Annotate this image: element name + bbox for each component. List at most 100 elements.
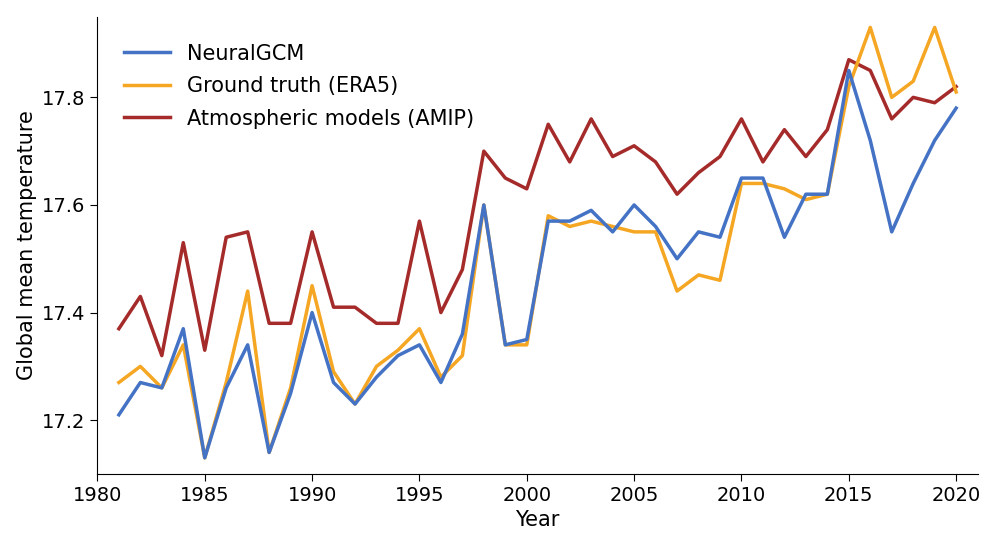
NeuralGCM	[650, 223, 662, 230]
Atmospheric models (AMIP)	[199, 347, 211, 353]
Atmospheric models (AMIP)	[542, 121, 554, 127]
NeuralGCM	[778, 234, 790, 241]
Atmospheric models (AMIP)	[886, 115, 898, 122]
Atmospheric models (AMIP)	[242, 229, 254, 235]
Atmospheric models (AMIP)	[370, 320, 382, 327]
X-axis label: Year: Year	[515, 510, 560, 531]
Atmospheric models (AMIP)	[735, 115, 747, 122]
Legend: NeuralGCM, Ground truth (ERA5), Atmospheric models (AMIP): NeuralGCM, Ground truth (ERA5), Atmosphe…	[108, 27, 491, 146]
Atmospheric models (AMIP)	[757, 159, 769, 165]
Atmospheric models (AMIP)	[843, 56, 855, 63]
NeuralGCM	[886, 229, 898, 235]
Atmospheric models (AMIP)	[499, 175, 511, 182]
Ground truth (ERA5)	[306, 282, 318, 289]
Atmospheric models (AMIP)	[650, 159, 662, 165]
Ground truth (ERA5)	[177, 341, 189, 348]
Line: NeuralGCM: NeuralGCM	[119, 71, 956, 458]
NeuralGCM	[499, 341, 511, 348]
Atmospheric models (AMIP)	[564, 159, 576, 165]
Atmospheric models (AMIP)	[778, 126, 790, 133]
Atmospheric models (AMIP)	[929, 100, 941, 106]
NeuralGCM	[328, 379, 340, 386]
NeuralGCM	[735, 175, 747, 182]
Ground truth (ERA5)	[864, 24, 876, 31]
NeuralGCM	[349, 401, 361, 408]
NeuralGCM	[392, 352, 404, 359]
NeuralGCM	[134, 379, 146, 386]
Ground truth (ERA5)	[843, 83, 855, 90]
Ground truth (ERA5)	[456, 352, 468, 359]
Atmospheric models (AMIP)	[950, 83, 962, 90]
Y-axis label: Global mean temperature: Global mean temperature	[17, 110, 37, 380]
Ground truth (ERA5)	[370, 363, 382, 370]
Ground truth (ERA5)	[886, 94, 898, 101]
Atmospheric models (AMIP)	[693, 170, 705, 176]
NeuralGCM	[177, 325, 189, 332]
Ground truth (ERA5)	[242, 288, 254, 294]
NeuralGCM	[843, 67, 855, 74]
NeuralGCM	[542, 218, 554, 224]
NeuralGCM	[950, 105, 962, 112]
Atmospheric models (AMIP)	[607, 153, 619, 160]
Ground truth (ERA5)	[113, 379, 125, 386]
Ground truth (ERA5)	[156, 385, 168, 391]
NeuralGCM	[113, 411, 125, 418]
Atmospheric models (AMIP)	[456, 266, 468, 273]
Ground truth (ERA5)	[542, 212, 554, 219]
Line: Ground truth (ERA5): Ground truth (ERA5)	[119, 27, 956, 458]
Ground truth (ERA5)	[499, 341, 511, 348]
NeuralGCM	[757, 175, 769, 182]
Atmospheric models (AMIP)	[134, 293, 146, 300]
Ground truth (ERA5)	[950, 89, 962, 95]
Atmospheric models (AMIP)	[392, 320, 404, 327]
NeuralGCM	[306, 309, 318, 316]
Ground truth (ERA5)	[413, 325, 425, 332]
Ground truth (ERA5)	[285, 385, 297, 391]
Ground truth (ERA5)	[585, 218, 597, 224]
Atmospheric models (AMIP)	[714, 153, 726, 160]
NeuralGCM	[671, 255, 683, 262]
Ground truth (ERA5)	[607, 223, 619, 230]
Ground truth (ERA5)	[757, 180, 769, 187]
Ground truth (ERA5)	[564, 223, 576, 230]
Ground truth (ERA5)	[435, 374, 447, 380]
Ground truth (ERA5)	[714, 277, 726, 283]
NeuralGCM	[220, 385, 232, 391]
Atmospheric models (AMIP)	[628, 143, 640, 149]
NeuralGCM	[821, 191, 833, 197]
NeuralGCM	[907, 180, 919, 187]
Atmospheric models (AMIP)	[177, 240, 189, 246]
Atmospheric models (AMIP)	[306, 229, 318, 235]
Ground truth (ERA5)	[199, 455, 211, 461]
Atmospheric models (AMIP)	[821, 126, 833, 133]
Atmospheric models (AMIP)	[220, 234, 232, 241]
NeuralGCM	[199, 455, 211, 461]
Ground truth (ERA5)	[671, 288, 683, 294]
Ground truth (ERA5)	[628, 229, 640, 235]
Ground truth (ERA5)	[907, 78, 919, 84]
Atmospheric models (AMIP)	[907, 94, 919, 101]
Atmospheric models (AMIP)	[328, 304, 340, 311]
Ground truth (ERA5)	[134, 363, 146, 370]
NeuralGCM	[456, 331, 468, 337]
Atmospheric models (AMIP)	[285, 320, 297, 327]
Ground truth (ERA5)	[521, 341, 533, 348]
NeuralGCM	[564, 218, 576, 224]
Ground truth (ERA5)	[735, 180, 747, 187]
Ground truth (ERA5)	[821, 191, 833, 197]
NeuralGCM	[585, 207, 597, 214]
Ground truth (ERA5)	[650, 229, 662, 235]
Ground truth (ERA5)	[392, 347, 404, 353]
NeuralGCM	[242, 341, 254, 348]
Atmospheric models (AMIP)	[521, 185, 533, 192]
Atmospheric models (AMIP)	[349, 304, 361, 311]
NeuralGCM	[929, 137, 941, 144]
Ground truth (ERA5)	[929, 24, 941, 31]
Atmospheric models (AMIP)	[413, 218, 425, 224]
NeuralGCM	[864, 137, 876, 144]
Ground truth (ERA5)	[349, 401, 361, 408]
NeuralGCM	[607, 229, 619, 235]
Ground truth (ERA5)	[693, 272, 705, 278]
NeuralGCM	[693, 229, 705, 235]
Line: Atmospheric models (AMIP): Atmospheric models (AMIP)	[119, 60, 956, 356]
